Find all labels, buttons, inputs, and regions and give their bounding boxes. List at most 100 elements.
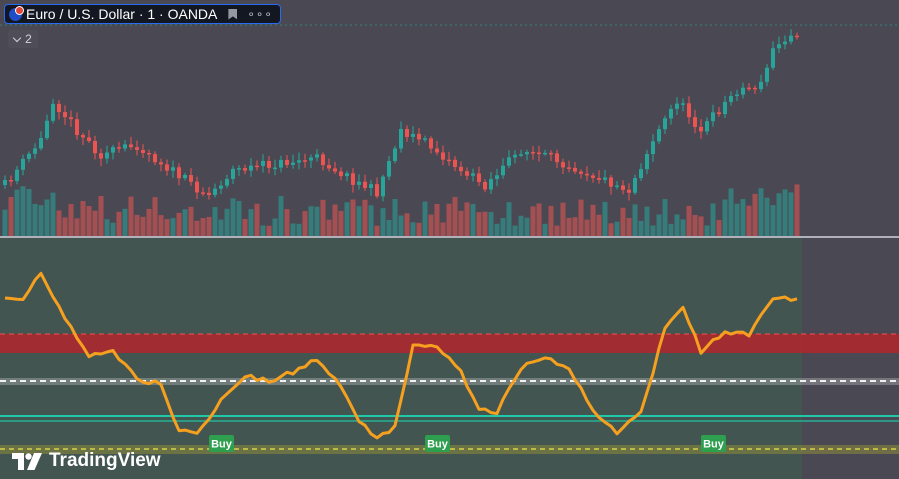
volume-bar — [38, 205, 44, 236]
candle-body — [549, 152, 553, 155]
candle-body — [603, 177, 607, 180]
candle-body — [735, 94, 739, 97]
candle-body — [231, 168, 235, 179]
candle-body — [447, 159, 451, 162]
candle-body — [627, 189, 631, 193]
volume-bar — [212, 207, 218, 236]
candle-body — [375, 184, 379, 197]
bookmark-icon[interactable] — [228, 8, 238, 20]
candle-body — [135, 147, 139, 150]
candle-body — [111, 147, 115, 153]
collapse-indicators-button[interactable]: 2 — [8, 30, 38, 48]
candle-body — [243, 168, 247, 171]
oscillator-line — [4, 271, 798, 440]
buy-signals: Buy Buy Buy — [209, 435, 726, 452]
volume-bar — [344, 202, 350, 236]
volume-bar — [494, 223, 500, 236]
candle-body — [39, 138, 43, 149]
candle-body — [357, 181, 361, 185]
volume-bar — [272, 218, 278, 236]
volume-bar — [416, 222, 422, 236]
candle-body — [351, 173, 355, 185]
volume-bar — [158, 215, 164, 236]
candle-body — [57, 103, 61, 113]
candle-body — [285, 159, 289, 165]
volume-bar — [380, 208, 386, 236]
candle-body — [747, 87, 751, 90]
volume-bar — [668, 223, 674, 236]
candle-body — [711, 112, 715, 122]
volume-bar — [218, 219, 224, 236]
volume-bar — [242, 218, 248, 236]
candle-body — [237, 168, 241, 170]
volume-bar — [230, 198, 236, 236]
volume-bar — [644, 206, 650, 236]
eur-usd-flag-icon — [9, 5, 24, 21]
candle-body — [87, 137, 91, 142]
volume-bar — [62, 217, 68, 236]
volume-bar — [752, 193, 758, 236]
volume-bar — [632, 204, 638, 236]
candle-body — [393, 148, 397, 162]
oscillator-pane[interactable]: Buy Buy Buy — [0, 238, 899, 479]
volume-bar — [488, 211, 494, 236]
candle-body — [789, 35, 793, 42]
volume-bar — [566, 217, 572, 236]
candle-body — [255, 165, 259, 168]
volume-bar — [86, 206, 92, 236]
volume-bar — [788, 192, 794, 236]
more-icon[interactable]: ∘∘∘ — [247, 7, 273, 21]
volume-bar — [260, 225, 266, 236]
volume-bar — [794, 184, 800, 236]
volume-bar — [680, 219, 686, 236]
volume-bar — [308, 206, 314, 236]
candle-body — [141, 149, 145, 153]
volume-bar — [464, 202, 470, 236]
candle-body — [765, 67, 769, 82]
tradingview-logo-icon — [12, 452, 42, 470]
candle-body — [777, 44, 781, 49]
candle-body — [297, 160, 301, 163]
candle-body — [561, 162, 565, 168]
price-pane[interactable] — [0, 24, 899, 236]
volume-bar — [116, 211, 122, 236]
volume-bar — [104, 219, 110, 236]
candle-body — [201, 192, 205, 194]
buy-signal-text: Buy — [703, 439, 725, 451]
candle-body — [171, 167, 175, 171]
volume-bar — [650, 225, 656, 236]
candle-body — [525, 152, 529, 155]
candle-body — [591, 175, 595, 179]
candle-body — [3, 180, 7, 185]
tradingview-logo[interactable]: TradingView — [12, 450, 161, 472]
candle-body — [183, 175, 187, 179]
candle-body — [633, 178, 637, 193]
symbol-info-pill[interactable]: Euro / U.S. Dollar · 1 · OANDA ∘∘∘ — [4, 4, 281, 24]
volume-bar — [2, 209, 8, 236]
candle-body — [69, 117, 73, 120]
volume-bar — [266, 225, 272, 236]
candle-body — [483, 181, 487, 190]
volume-bar — [404, 213, 410, 236]
candle-body — [225, 178, 229, 186]
candle-body — [687, 103, 691, 118]
candle-body — [573, 167, 577, 172]
candle-body — [405, 129, 409, 137]
buy-signal-label: Buy — [701, 435, 726, 452]
volume-bar — [398, 215, 404, 236]
candle-body — [345, 173, 349, 177]
volume-bar — [512, 225, 518, 236]
candle-body — [429, 138, 433, 149]
candle-body — [411, 133, 415, 137]
candle-body — [645, 154, 649, 170]
volume-bar — [446, 203, 452, 236]
candle-body — [507, 157, 511, 166]
volume-bar — [164, 219, 170, 236]
volume-bar — [350, 199, 356, 236]
candle-body — [675, 103, 679, 109]
candle-body — [453, 159, 457, 167]
candle-body — [399, 129, 403, 149]
volume-bar — [386, 219, 392, 236]
volume-bar — [698, 216, 704, 236]
